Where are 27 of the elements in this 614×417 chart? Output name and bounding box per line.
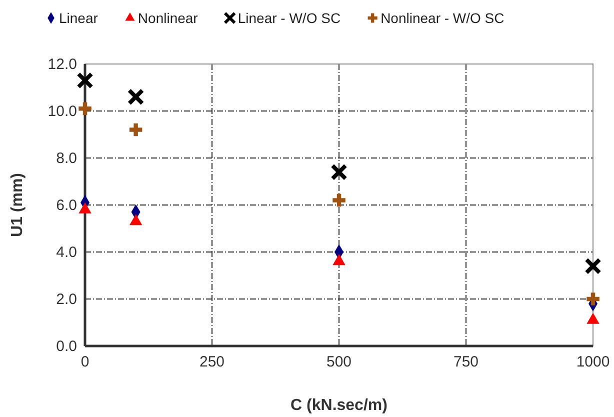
legend-label: Linear xyxy=(59,10,98,26)
x-tick-label: 500 xyxy=(326,354,352,371)
point xyxy=(332,194,346,207)
point xyxy=(332,254,346,266)
y-tick-label: 2.0 xyxy=(56,290,77,308)
point xyxy=(129,123,142,136)
point xyxy=(330,164,348,181)
point xyxy=(584,258,602,275)
point xyxy=(76,72,94,89)
point xyxy=(78,102,92,116)
y-tick-label: 10.0 xyxy=(48,102,77,120)
x-tick-label: 1000 xyxy=(576,354,610,371)
point xyxy=(127,88,144,106)
y-tick-label: 6.0 xyxy=(56,196,77,214)
y-tick-label: 0.0 xyxy=(56,338,77,355)
y-tick-label: 12.0 xyxy=(48,56,77,73)
legend-label: Nonlinear xyxy=(138,10,198,26)
y-tick-label: 8.0 xyxy=(56,150,77,167)
legend-label: Linear - W/O SC xyxy=(238,10,341,26)
point xyxy=(586,292,600,306)
y-tick-label: 4.0 xyxy=(56,244,77,261)
legend-label: Nonlinear - W/O SC xyxy=(380,10,504,26)
x-tick-label: 0 xyxy=(80,354,90,371)
y-axis-title: U1 (mm) xyxy=(9,172,26,238)
x-tick-label: 750 xyxy=(453,354,479,371)
x-axis-title: C (kN.sec/m) xyxy=(290,397,388,414)
x-tick-label: 250 xyxy=(199,354,225,371)
